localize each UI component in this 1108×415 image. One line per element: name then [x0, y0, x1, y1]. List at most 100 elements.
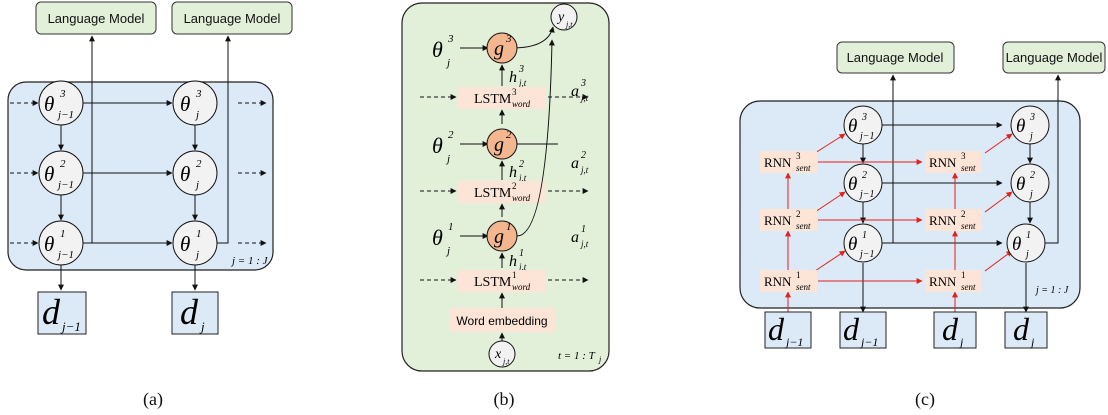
panel-c-background [739, 100, 1081, 309]
svg-text:RNN: RNN [764, 274, 792, 289]
panel-c-lm-label-left: Language Model [847, 50, 944, 65]
svg-text:j: j [194, 179, 199, 191]
svg-text:j,t: j,t [502, 357, 510, 366]
svg-text:1: 1 [506, 221, 512, 233]
svg-text:h: h [509, 69, 517, 86]
panel-c: Language Model Language Model [739, 41, 1106, 410]
svg-text:θ: θ [180, 162, 190, 186]
panel-c-rnn1-left: RNN 1 sent [760, 270, 817, 292]
panel-b-node-g2: g 2 [486, 128, 518, 160]
svg-text:sent: sent [961, 221, 976, 231]
panel-b-h3: h 3 j,t [509, 64, 527, 88]
panel-b-theta3: θ 3 j [432, 33, 454, 69]
panel-b-node-y: y j,t [550, 3, 578, 31]
panel-c-doc-right-input: d j [933, 311, 977, 349]
panel-b-h1: h 1 j,t [509, 248, 527, 272]
svg-text:j: j [199, 319, 205, 334]
panel-b-lstm3: LSTM 3 word [458, 87, 546, 109]
svg-text:Word embedding: Word embedding [456, 314, 547, 328]
panel-a-node-theta1-j: θ 1 j [172, 220, 218, 266]
panel-a-range: j = 1 : J [230, 255, 269, 267]
svg-text:j: j [445, 245, 450, 257]
panel-b-lstm2: LSTM 2 word [458, 181, 546, 203]
svg-text:1: 1 [519, 248, 524, 259]
svg-text:j,t: j,t [580, 93, 589, 103]
panel-a-node-theta1-prev: θ 1 j−1 [38, 220, 84, 266]
panel-b-node-g1: g 1 [486, 220, 518, 252]
svg-text:2: 2 [60, 158, 66, 170]
svg-text:j,t: j,t [518, 78, 527, 88]
svg-text:j: j [598, 355, 602, 364]
svg-text:j−1: j−1 [56, 109, 74, 121]
svg-text:θ: θ [44, 92, 54, 116]
svg-text:g: g [494, 134, 504, 156]
svg-text:sent: sent [796, 163, 811, 173]
svg-text:1: 1 [1026, 230, 1031, 241]
panel-c-node-theta3-j: θ 3 j [1010, 105, 1050, 145]
svg-text:j−1: j−1 [784, 335, 803, 349]
svg-text:j−1: j−1 [859, 335, 878, 349]
svg-text:d: d [42, 292, 61, 332]
panel-c-doc-right-output: d j [1004, 311, 1048, 349]
panel-c-rnn2-left: RNN 2 sent [760, 209, 817, 231]
svg-text:j−1: j−1 [56, 179, 74, 191]
svg-text:sent: sent [796, 282, 811, 292]
svg-text:j: j [1028, 189, 1033, 200]
svg-text:θ: θ [1012, 234, 1021, 255]
svg-text:3: 3 [861, 112, 867, 123]
svg-text:t = 1 : T: t = 1 : T [558, 350, 596, 362]
svg-text:θ: θ [44, 162, 54, 186]
svg-text:3: 3 [59, 88, 66, 100]
panel-a-node-theta3-j: θ 3 j [172, 80, 218, 126]
panel-c-node-theta1-prev: θ 1 j−1 [843, 223, 883, 263]
svg-text:word: word [512, 193, 531, 203]
svg-text:3: 3 [796, 151, 801, 161]
svg-text:j: j [445, 57, 450, 69]
svg-text:3: 3 [512, 87, 517, 97]
svg-text:3: 3 [195, 88, 202, 100]
svg-text:1: 1 [581, 224, 586, 235]
svg-text:θ: θ [432, 225, 443, 250]
svg-text:d: d [180, 292, 199, 332]
svg-text:3: 3 [447, 33, 454, 45]
svg-text:RNN: RNN [929, 155, 957, 170]
svg-text:θ: θ [44, 232, 54, 256]
svg-text:d: d [1013, 311, 1030, 347]
svg-text:j,t: j,t [580, 239, 589, 249]
svg-text:3: 3 [518, 64, 524, 75]
svg-text:d: d [768, 311, 785, 347]
svg-text:g: g [494, 38, 504, 60]
panel-a-doc-prev: d j−1 [37, 291, 87, 335]
svg-text:j−1: j−1 [858, 249, 875, 260]
svg-text:θ: θ [848, 174, 857, 195]
panel-b-node-g3: g 3 [486, 32, 518, 64]
panel-b-range: t = 1 : T j [558, 350, 602, 364]
svg-text:j−1: j−1 [858, 131, 875, 142]
svg-text:j: j [1024, 249, 1029, 260]
svg-text:j,t: j,t [580, 165, 589, 175]
svg-text:1: 1 [796, 270, 801, 280]
panel-b: y j,t θ 3 j g 3 a 3 j,t h 3 j,t [401, 2, 610, 410]
svg-text:d: d [843, 311, 860, 347]
panel-c-rnn3-left: RNN 3 sent [760, 151, 817, 173]
panel-b-node-x: x j,t [488, 340, 516, 368]
panel-c-node-theta2-prev: θ 2 j−1 [843, 163, 883, 203]
svg-text:sent: sent [796, 221, 811, 231]
panel-b-lstm1: LSTM 1 word [458, 270, 546, 292]
svg-text:2: 2 [581, 150, 586, 161]
svg-text:j: j [445, 153, 450, 165]
svg-text:1: 1 [60, 228, 66, 240]
panel-c-rnn2-right: RNN 2 sent [925, 209, 982, 231]
panel-c-red-diag-l1 [814, 250, 846, 272]
svg-text:a: a [571, 155, 579, 172]
panel-c-node-theta2-j: θ 2 j [1010, 163, 1050, 203]
svg-text:j,t: j,t [565, 20, 573, 29]
panel-a-node-theta3-prev: θ 3 j−1 [38, 80, 84, 126]
panel-c-rnn1-right: RNN 1 sent [925, 270, 982, 292]
svg-text:j−1: j−1 [60, 319, 81, 334]
svg-text:j: j [1028, 131, 1033, 142]
svg-text:3: 3 [580, 78, 586, 89]
svg-text:θ: θ [432, 133, 443, 158]
svg-text:RNN: RNN [764, 155, 792, 170]
